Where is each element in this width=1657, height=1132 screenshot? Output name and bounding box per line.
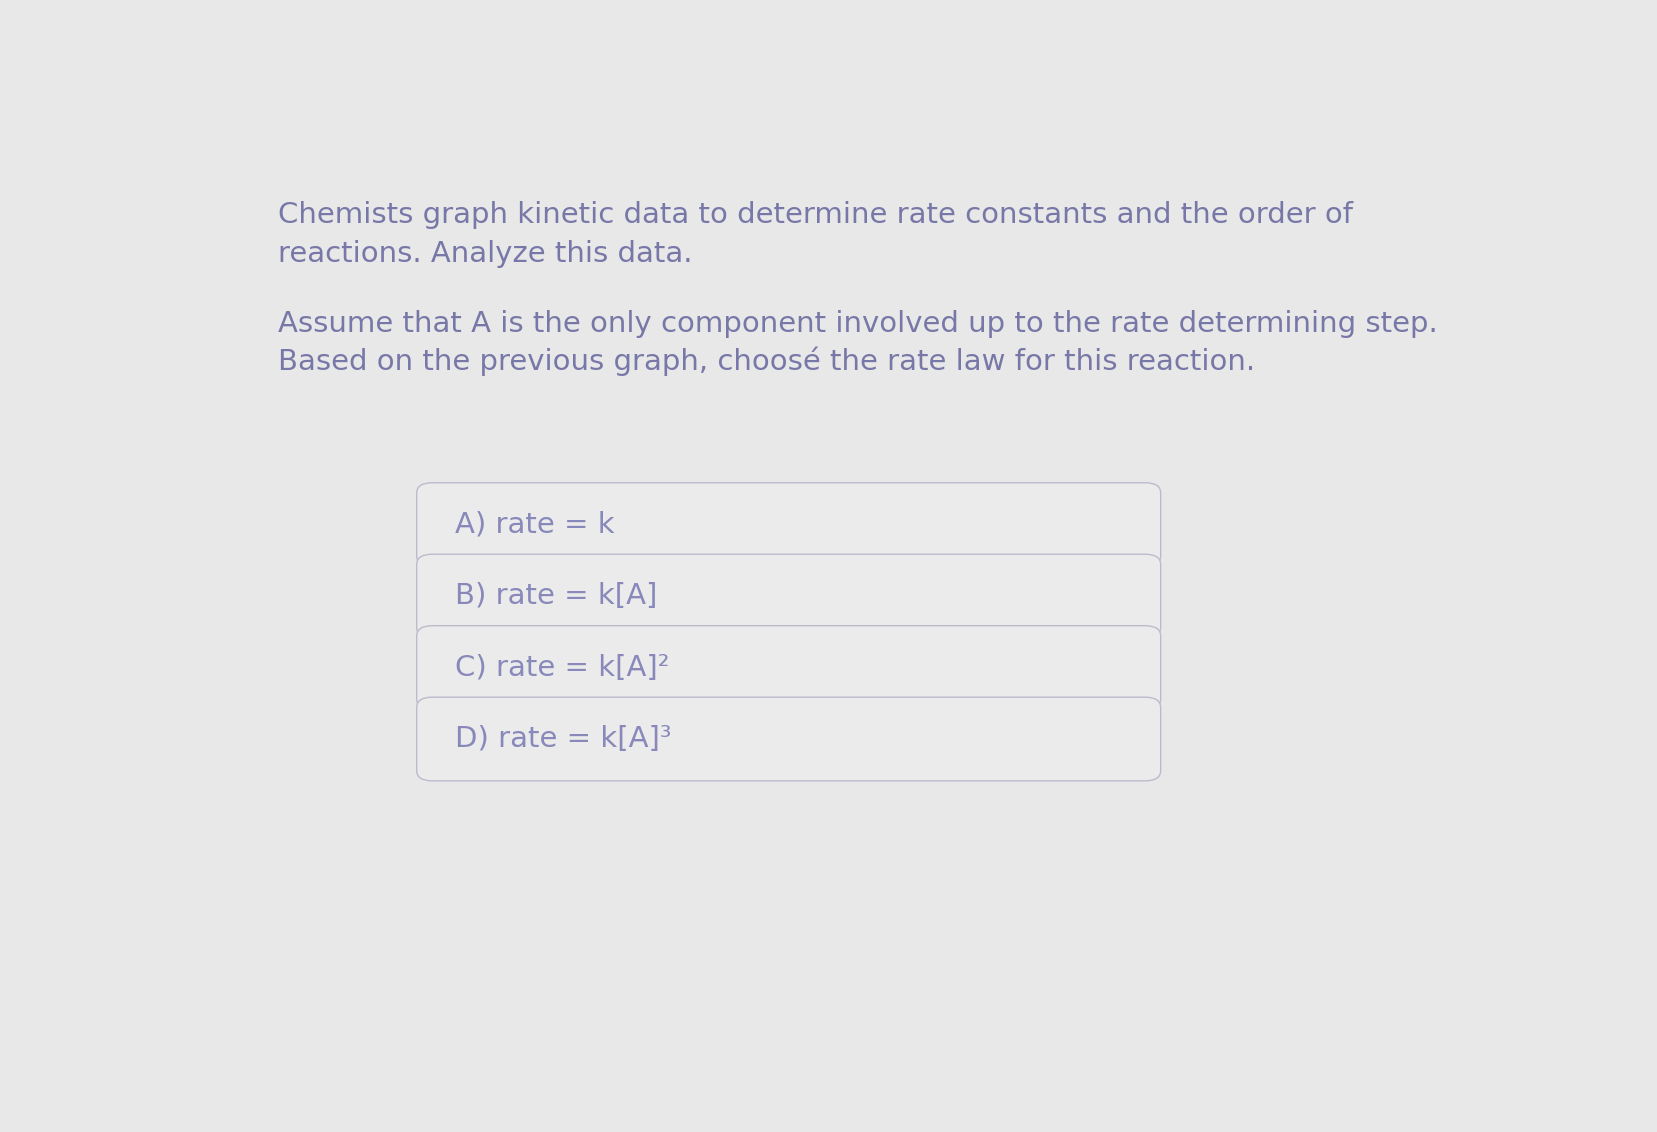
FancyBboxPatch shape <box>416 697 1160 781</box>
Text: C) rate = k[A]²: C) rate = k[A]² <box>456 653 669 681</box>
FancyBboxPatch shape <box>416 626 1160 710</box>
Text: Assume that A is the only component involved up to the rate determining step.: Assume that A is the only component invo… <box>278 310 1437 338</box>
Text: Based on the previous graph, choosé the rate law for this reaction.: Based on the previous graph, choosé the… <box>278 346 1254 376</box>
Text: reactions. Analyze this data.: reactions. Analyze this data. <box>278 240 693 268</box>
Text: A) rate = k: A) rate = k <box>456 511 615 539</box>
Text: Chemists graph kinetic data to determine rate constants and the order of: Chemists graph kinetic data to determine… <box>278 201 1352 229</box>
Text: B) rate = k[A]: B) rate = k[A] <box>456 582 658 610</box>
Text: D) rate = k[A]³: D) rate = k[A]³ <box>456 724 671 753</box>
FancyBboxPatch shape <box>416 482 1160 566</box>
FancyBboxPatch shape <box>416 555 1160 638</box>
